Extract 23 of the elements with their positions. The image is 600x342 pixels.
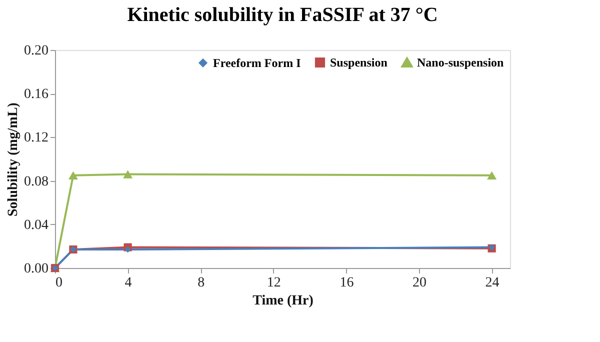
y-tick-label: 0.16 bbox=[24, 87, 48, 102]
x-tick-label: 12 bbox=[266, 276, 281, 290]
x-tick-label: 24 bbox=[485, 276, 500, 290]
chart-title: Kinetic solubility in FaSSIF at 37 °C bbox=[127, 4, 438, 26]
x-tick-label: 4 bbox=[124, 276, 132, 290]
point bbox=[487, 171, 497, 180]
y-tick-label: 0.08 bbox=[24, 174, 48, 190]
point bbox=[68, 171, 78, 180]
y-tick-label: 0.04 bbox=[24, 218, 48, 233]
x-axis-title: Time (Hr) bbox=[252, 294, 314, 308]
y-tick-label: 0.00 bbox=[24, 262, 48, 276]
legend-label: Suspension bbox=[330, 55, 388, 70]
x-tick-label: 20 bbox=[412, 276, 426, 290]
y-tick-label: 0.12 bbox=[24, 130, 48, 146]
y-axis-title: Solubility (mg/mL) bbox=[6, 102, 21, 216]
x-tick-label: 8 bbox=[198, 276, 205, 290]
y-tick-label: 0.20 bbox=[24, 44, 48, 58]
point bbox=[123, 170, 133, 178]
legend-label: Freeform Form I bbox=[213, 56, 302, 70]
x-tick-label: 0 bbox=[56, 276, 62, 290]
point bbox=[124, 246, 131, 253]
legend-label: Nano-suspension bbox=[417, 55, 504, 70]
x-tick-label: 16 bbox=[340, 276, 354, 290]
